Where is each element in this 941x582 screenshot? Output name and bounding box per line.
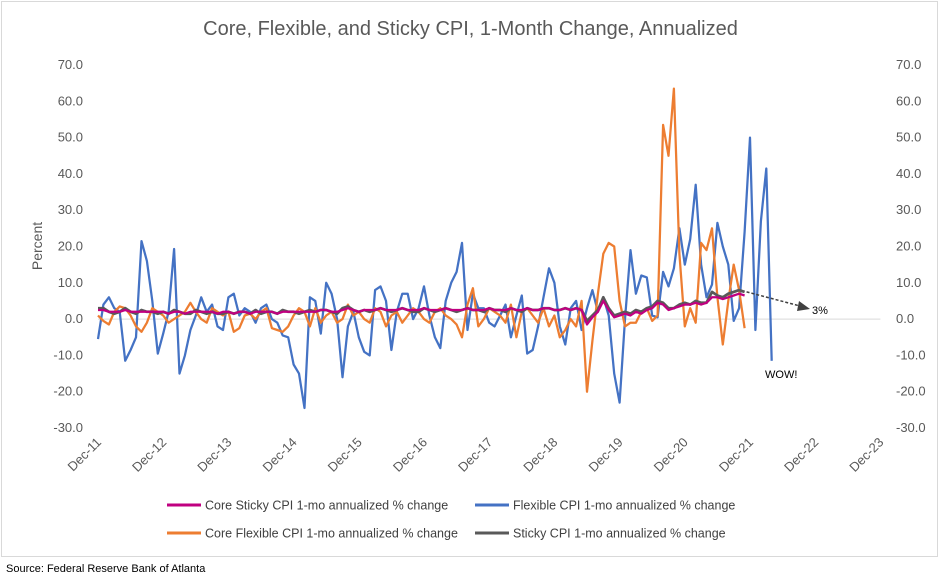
y2-tick-label: -20.0 — [896, 384, 926, 399]
y-tick-label: 0.0 — [65, 311, 83, 326]
y2-tick-label: 40.0 — [896, 166, 921, 181]
x-tick-label: Dec-23 — [846, 435, 886, 475]
annotation-label-3pct: 3% — [812, 305, 828, 317]
y-axis-label: Percent — [29, 222, 45, 270]
y-tick-label: -30.0 — [53, 420, 83, 435]
y-tick-label: 10.0 — [58, 275, 83, 290]
y2-tick-label: 60.0 — [896, 93, 921, 108]
x-tick-label: Dec-18 — [520, 435, 560, 475]
x-tick-label: Dec-12 — [129, 435, 169, 475]
x-tick-label: Dec-13 — [194, 435, 234, 475]
x-tick-label: Dec-16 — [390, 435, 430, 475]
x-tick-label: Dec-14 — [259, 435, 299, 475]
y2-tick-label: 70.0 — [896, 57, 921, 72]
legend-label-core-sticky: Core Sticky CPI 1-mo annualized % change — [205, 499, 448, 513]
y-tick-label: -10.0 — [53, 347, 83, 362]
series-line-core-sticky — [98, 292, 745, 326]
y-tick-label: 20.0 — [58, 239, 83, 254]
x-tick-label: Dec-17 — [455, 435, 495, 475]
y-tick-label: 70.0 — [58, 57, 83, 72]
x-tick-label: Dec-15 — [325, 435, 365, 475]
y-tick-label: -20.0 — [53, 384, 83, 399]
x-tick-label: Dec-22 — [781, 435, 821, 475]
legend-label-sticky: Sticky CPI 1-mo annualized % change — [513, 527, 726, 541]
x-tick-label: Dec-21 — [716, 435, 756, 475]
y2-tick-label: 20.0 — [896, 239, 921, 254]
y-tick-label: 50.0 — [58, 130, 83, 145]
x-tick-label: Dec-11 — [65, 435, 105, 475]
y2-tick-label: -10.0 — [896, 347, 926, 362]
source-note: Source: Federal Reserve Bank of Atlanta — [6, 563, 206, 575]
legend-label-core-flexible: Core Flexible CPI 1-mo annualized % chan… — [205, 527, 458, 541]
series-line-core-flexible — [97, 87, 746, 393]
legend-label-flexible: Flexible CPI 1-mo annualized % change — [513, 499, 735, 513]
y2-tick-label: -30.0 — [896, 420, 926, 435]
chart-frame — [1, 1, 938, 557]
y-tick-label: 40.0 — [58, 166, 83, 181]
y2-tick-label: 30.0 — [896, 202, 921, 217]
y2-tick-label: 10.0 — [896, 275, 921, 290]
y-tick-label: 60.0 — [58, 93, 83, 108]
y2-tick-label: 0.0 — [896, 311, 914, 326]
annotation-arrow-line — [746, 291, 801, 307]
annotation-label-wow: WOW! — [765, 369, 797, 381]
y2-tick-label: 50.0 — [896, 130, 921, 145]
series-line-flexible — [96, 136, 773, 410]
annotation-arrow-head — [797, 301, 810, 311]
x-tick-label: Dec-20 — [651, 435, 691, 475]
y-tick-label: 30.0 — [58, 202, 83, 217]
x-tick-label: Dec-19 — [585, 435, 625, 475]
chart-title: Core, Flexible, and Sticky CPI, 1-Month … — [203, 18, 738, 40]
